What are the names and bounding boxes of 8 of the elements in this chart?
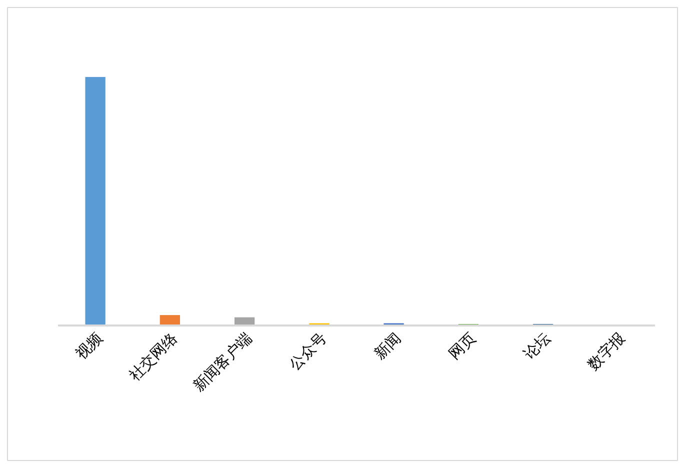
x-tick-label: 公众号 — [286, 330, 330, 374]
x-tick-label: 数字报 — [584, 330, 629, 374]
x-tick-label: 论坛 — [520, 330, 554, 364]
x-tick-label: 网页 — [446, 330, 480, 364]
x-tick-label: 视频 — [72, 330, 106, 364]
x-tick-label: 社交网络 — [126, 330, 181, 384]
x-tick-label: 新闻 — [371, 330, 405, 364]
x-tick-label: 新闻客户端 — [190, 330, 256, 395]
